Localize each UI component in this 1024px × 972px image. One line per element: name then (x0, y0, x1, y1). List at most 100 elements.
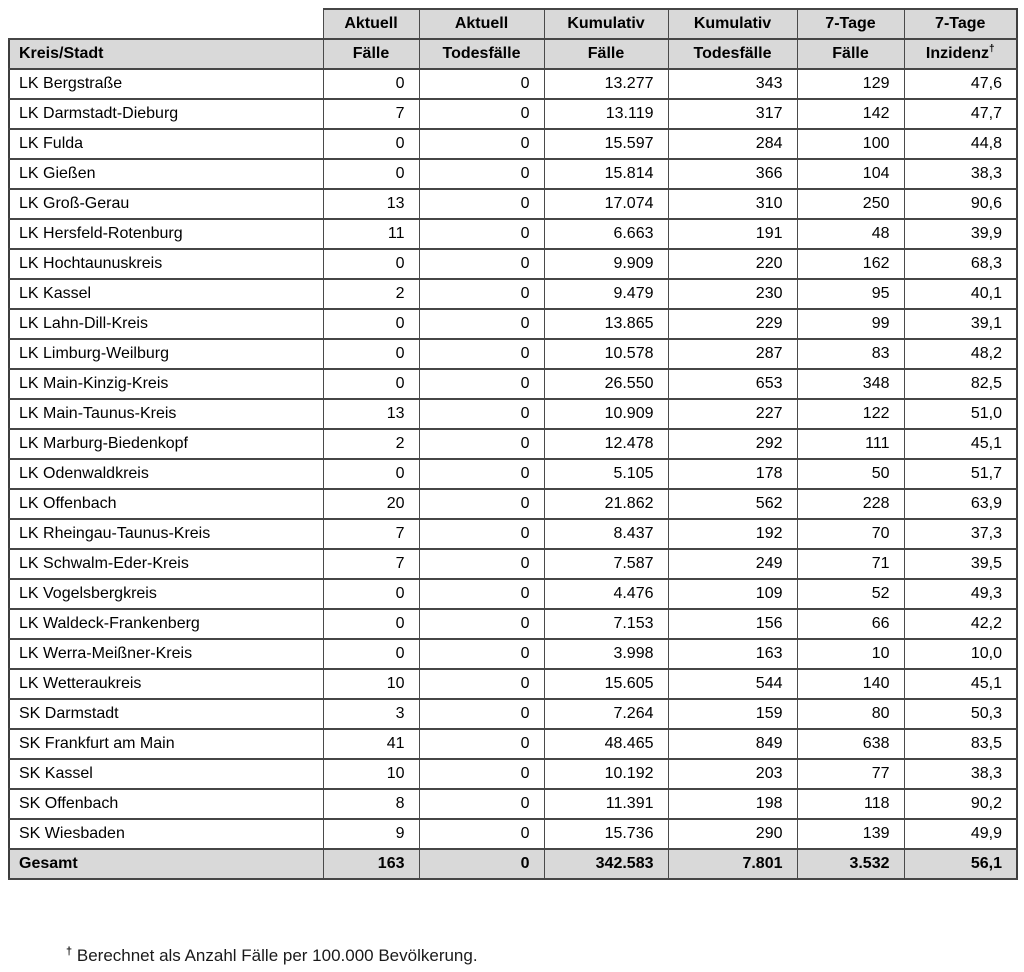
kumulativ-todesfaelle-value: 230 (667, 278, 798, 310)
aktuell-todesfaelle-value: 0 (418, 188, 545, 220)
kumulativ-faelle-value: 15.605 (543, 668, 669, 700)
7tage-faelle-value: 48 (796, 218, 905, 250)
aktuell-todesfaelle-value: 0 (418, 668, 545, 700)
kumulativ-faelle-value: 6.663 (543, 218, 669, 250)
7tage-faelle-value: 250 (796, 188, 905, 220)
aktuell-todesfaelle-value: 0 (418, 638, 545, 670)
aktuell-faelle-value: 2 (322, 278, 420, 310)
aktuell-faelle-value: 0 (322, 368, 420, 400)
district-name: LK Marburg-Biedenkopf (8, 428, 324, 460)
kumulativ-faelle-value: 7.264 (543, 698, 669, 730)
covid-statistics-table: Aktuell Aktuell Kumulativ Kumulativ 7-Ta… (8, 8, 1018, 880)
footnote-text: Berechnet als Anzahl Fälle per 100.000 B… (76, 946, 478, 965)
aktuell-faelle-value: 0 (322, 128, 420, 160)
7tage-inzidenz-value: 63,9 (903, 488, 1018, 520)
7tage-inzidenz-value: 82,5 (903, 368, 1018, 400)
7tage-faelle-value: 50 (796, 458, 905, 490)
aktuell-faelle-value: 9 (322, 818, 420, 850)
kumulativ-faelle-value: 10.192 (543, 758, 669, 790)
header-label-row: Kreis/Stadt Fälle Todesfälle Fälle Todes… (8, 38, 1018, 70)
7tage-inzidenz-value: 39,5 (903, 548, 1018, 580)
7tage-inzidenz-value: 40,1 (903, 278, 1018, 310)
7tage-faelle-value: 77 (796, 758, 905, 790)
7tage-faelle-value: 228 (796, 488, 905, 520)
aktuell-todesfaelle-value: 0 (418, 98, 545, 130)
aktuell-todesfaelle-value: 0 (418, 788, 545, 820)
aktuell-todesfaelle-value: 0 (418, 848, 545, 880)
header-group-kumulativ-todesfaelle: Kumulativ (667, 8, 798, 40)
7tage-inzidenz-value: 51,0 (903, 398, 1018, 430)
kumulativ-faelle-value: 4.476 (543, 578, 669, 610)
7tage-inzidenz-value: 50,3 (903, 698, 1018, 730)
table-row: LK Limburg-Weilburg 0 0 10.578 287 83 48… (8, 338, 1018, 370)
district-name: LK Rheingau-Taunus-Kreis (8, 518, 324, 550)
kumulativ-faelle-value: 12.478 (543, 428, 669, 460)
district-name: LK Hochtaunuskreis (8, 248, 324, 280)
7tage-inzidenz-value: 38,3 (903, 758, 1018, 790)
aktuell-faelle-value: 2 (322, 428, 420, 460)
table-row: LK Groß-Gerau 13 0 17.074 310 250 90,6 (8, 188, 1018, 220)
header-label-kumulativ-faelle: Fälle (543, 38, 669, 70)
7tage-faelle-value: 66 (796, 608, 905, 640)
7tage-inzidenz-value: 10,0 (903, 638, 1018, 670)
kumulativ-todesfaelle-value: 544 (667, 668, 798, 700)
table-row: LK Gießen 0 0 15.814 366 104 38,3 (8, 158, 1018, 190)
aktuell-todesfaelle-value: 0 (418, 758, 545, 790)
aktuell-faelle-value: 0 (322, 638, 420, 670)
district-name: LK Bergstraße (8, 68, 324, 100)
7tage-faelle-value: 80 (796, 698, 905, 730)
district-name: LK Limburg-Weilburg (8, 338, 324, 370)
7tage-inzidenz-value: 47,7 (903, 98, 1018, 130)
kumulativ-faelle-value: 15.736 (543, 818, 669, 850)
header-group-aktuell-faelle: Aktuell (322, 8, 420, 40)
kumulativ-faelle-value: 7.153 (543, 608, 669, 640)
aktuell-faelle-value: 0 (322, 458, 420, 490)
aktuell-faelle-value: 0 (322, 578, 420, 610)
aktuell-todesfaelle-value: 0 (418, 308, 545, 340)
district-name: LK Main-Taunus-Kreis (8, 398, 324, 430)
aktuell-todesfaelle-value: 0 (418, 728, 545, 760)
7tage-inzidenz-value: 90,6 (903, 188, 1018, 220)
7tage-faelle-value: 162 (796, 248, 905, 280)
aktuell-faelle-value: 10 (322, 758, 420, 790)
kumulativ-faelle-value: 9.479 (543, 278, 669, 310)
kumulativ-faelle-value: 11.391 (543, 788, 669, 820)
aktuell-faelle-value: 0 (322, 608, 420, 640)
total-row: Gesamt 163 0 342.583 7.801 3.532 56,1 (8, 848, 1018, 880)
7tage-inzidenz-value: 45,1 (903, 668, 1018, 700)
aktuell-faelle-value: 11 (322, 218, 420, 250)
header-kreis-stadt: Kreis/Stadt (8, 38, 324, 70)
kumulativ-faelle-value: 9.909 (543, 248, 669, 280)
aktuell-todesfaelle-value: 0 (418, 698, 545, 730)
aktuell-faelle-value: 0 (322, 158, 420, 190)
header-label-7tage-inzidenz: Inzidenz† (903, 38, 1018, 70)
kumulativ-faelle-value: 5.105 (543, 458, 669, 490)
aktuell-todesfaelle-value: 0 (418, 398, 545, 430)
kumulativ-faelle-value: 13.119 (543, 98, 669, 130)
kumulativ-faelle-value: 3.998 (543, 638, 669, 670)
kumulativ-todesfaelle-value: 203 (667, 758, 798, 790)
header-group-aktuell-todesfaelle: Aktuell (418, 8, 545, 40)
table-row: SK Kassel 10 0 10.192 203 77 38,3 (8, 758, 1018, 790)
district-name: LK Fulda (8, 128, 324, 160)
kumulativ-faelle-value: 10.578 (543, 338, 669, 370)
7tage-faelle-value: 111 (796, 428, 905, 460)
aktuell-todesfaelle-value: 0 (418, 128, 545, 160)
kumulativ-todesfaelle-value: 7.801 (667, 848, 798, 880)
aktuell-faelle-value: 7 (322, 548, 420, 580)
district-name: LK Werra-Meißner-Kreis (8, 638, 324, 670)
header-label-aktuell-faelle: Fälle (322, 38, 420, 70)
7tage-faelle-value: 100 (796, 128, 905, 160)
7tage-faelle-value: 142 (796, 98, 905, 130)
district-name: LK Vogelsbergkreis (8, 578, 324, 610)
7tage-faelle-value: 129 (796, 68, 905, 100)
7tage-inzidenz-value: 83,5 (903, 728, 1018, 760)
district-name: SK Frankfurt am Main (8, 728, 324, 760)
aktuell-todesfaelle-value: 0 (418, 608, 545, 640)
aktuell-todesfaelle-value: 0 (418, 68, 545, 100)
table-row: LK Hochtaunuskreis 0 0 9.909 220 162 68,… (8, 248, 1018, 280)
table-row: SK Frankfurt am Main 41 0 48.465 849 638… (8, 728, 1018, 760)
aktuell-faelle-value: 0 (322, 308, 420, 340)
7tage-inzidenz-value: 47,6 (903, 68, 1018, 100)
